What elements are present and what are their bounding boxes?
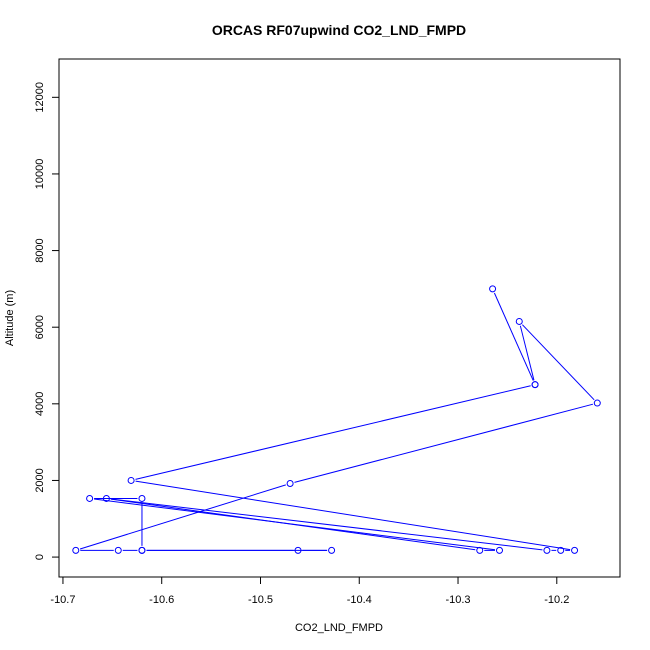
x-tick-label: -10.3 — [445, 594, 470, 606]
y-tick-label: 10000 — [34, 159, 46, 190]
y-tick-label: 4000 — [34, 392, 46, 416]
series-line-segment — [79, 484, 286, 550]
x-tick-label: -10.5 — [248, 594, 273, 606]
series-line-segment — [135, 480, 571, 551]
data-point — [114, 546, 122, 554]
data-point — [138, 494, 146, 502]
data-point — [138, 546, 146, 554]
data-point — [489, 285, 497, 293]
data-point — [328, 546, 336, 554]
data-point — [476, 546, 484, 554]
x-tick-label: -10.2 — [544, 594, 569, 606]
data-point — [531, 381, 539, 389]
x-tick-label: -10.4 — [347, 594, 372, 606]
x-tick-label: -10.7 — [50, 594, 75, 606]
x-tick-label: -10.6 — [149, 594, 174, 606]
data-point — [543, 546, 551, 554]
data-point — [72, 546, 80, 554]
data-point — [496, 546, 504, 554]
data-point — [571, 546, 579, 554]
series-layer — [72, 285, 601, 554]
y-tick-label: 0 — [34, 554, 46, 560]
data-point — [102, 494, 110, 502]
data-point — [515, 317, 523, 325]
data-point — [286, 480, 294, 488]
x-axis-label: CO2_LND_FMPD — [295, 622, 383, 634]
y-axis: 0 2000 4000 6000 8000 10000 12000 — [34, 82, 60, 560]
plot-frame — [58, 58, 621, 578]
data-point — [86, 494, 94, 502]
x-axis: -10.7 -10.6 -10.5 -10.4 -10.3 -10.2 — [50, 576, 569, 606]
series-line-segment — [519, 325, 535, 381]
y-tick-label: 2000 — [34, 468, 46, 492]
data-point — [593, 399, 601, 407]
data-point — [127, 476, 135, 484]
series-line-segment — [135, 385, 531, 480]
data-point — [294, 546, 302, 554]
series-line-segment — [110, 498, 543, 551]
series-line-segment — [493, 292, 534, 381]
chart-title: ORCAS RF07upwind CO2_LND_FMPD — [212, 22, 466, 38]
y-tick-label: 6000 — [34, 315, 46, 339]
y-tick-label: 8000 — [34, 238, 46, 262]
series-line-segment — [522, 324, 595, 401]
data-point — [557, 546, 565, 554]
series-line-segment — [110, 498, 476, 551]
y-axis-label: Altitude (m) — [4, 290, 16, 346]
y-tick-label: 12000 — [34, 82, 46, 113]
series-line-segment — [294, 403, 594, 483]
